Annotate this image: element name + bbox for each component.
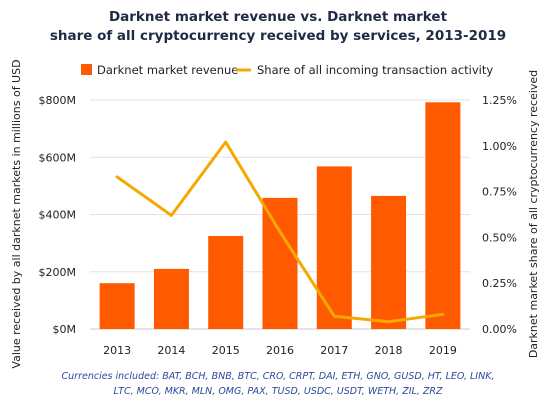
y-tick-label: $600M	[39, 151, 77, 164]
x-tick-label: 2014	[157, 344, 185, 357]
x-tick-label: 2018	[375, 344, 403, 357]
x-axis-ticks: 2013 2014 2015 2016 2017 2018 2019	[103, 344, 457, 357]
y-axis-right-label: Darknet market share of all cryptocurren…	[527, 70, 540, 358]
legend-label-share: Share of all incoming transaction activi…	[257, 63, 493, 77]
y-axis-left-label: Value received by all darknet markets in…	[10, 59, 23, 368]
y2-tick-label: 0.00%	[482, 323, 517, 336]
y2-tick-label: 0.25%	[482, 277, 517, 290]
y2-tick-label: 0.75%	[482, 186, 517, 199]
y-axis-left-ticks: $0M $200M $400M $600M $800M	[39, 94, 77, 336]
x-tick-label: 2019	[429, 344, 457, 357]
chart-title-line-2: share of all cryptocurrency received by …	[50, 28, 506, 44]
bar	[316, 166, 352, 329]
footnote-line-2: LTC, MCO, MKR, MLN, OMG, PAX, TUSD, USDC…	[114, 386, 443, 397]
y2-tick-label: 1.00%	[482, 140, 517, 153]
chart-title-line-1: Darknet market revenue vs. Darknet marke…	[109, 9, 448, 25]
line-series	[115, 140, 445, 324]
legend-label-revenue: Darknet market revenue	[97, 63, 238, 77]
chart-title: Darknet market revenue vs. Darknet marke…	[50, 9, 506, 44]
share-line	[115, 140, 445, 324]
x-tick-label: 2013	[103, 344, 131, 357]
y-tick-label: $400M	[39, 209, 77, 222]
bar-series	[99, 102, 461, 329]
x-tick-label: 2017	[320, 344, 348, 357]
footnote: Currencies included: BAT, BCH, BNB, BTC,…	[62, 371, 495, 397]
x-tick-label: 2015	[212, 344, 240, 357]
footnote-line-1: Currencies included: BAT, BCH, BNB, BTC,…	[62, 371, 495, 382]
bar	[262, 197, 298, 329]
bar	[208, 235, 244, 329]
y2-tick-label: 0.50%	[482, 231, 517, 244]
bar	[153, 268, 189, 329]
y-tick-label: $800M	[39, 94, 77, 107]
x-tick-label: 2016	[266, 344, 294, 357]
y-axis-right-ticks: 0.00% 0.25% 0.50% 0.75% 1.00% 1.25%	[482, 94, 517, 336]
y-tick-label: $0M	[53, 323, 77, 336]
legend-swatch-revenue	[81, 64, 92, 75]
bar	[371, 195, 407, 329]
y2-tick-label: 1.25%	[482, 94, 517, 107]
y-tick-label: $200M	[39, 266, 77, 279]
legend: Darknet market revenue Share of all inco…	[81, 63, 493, 77]
bar	[99, 283, 135, 329]
bar	[425, 102, 461, 329]
